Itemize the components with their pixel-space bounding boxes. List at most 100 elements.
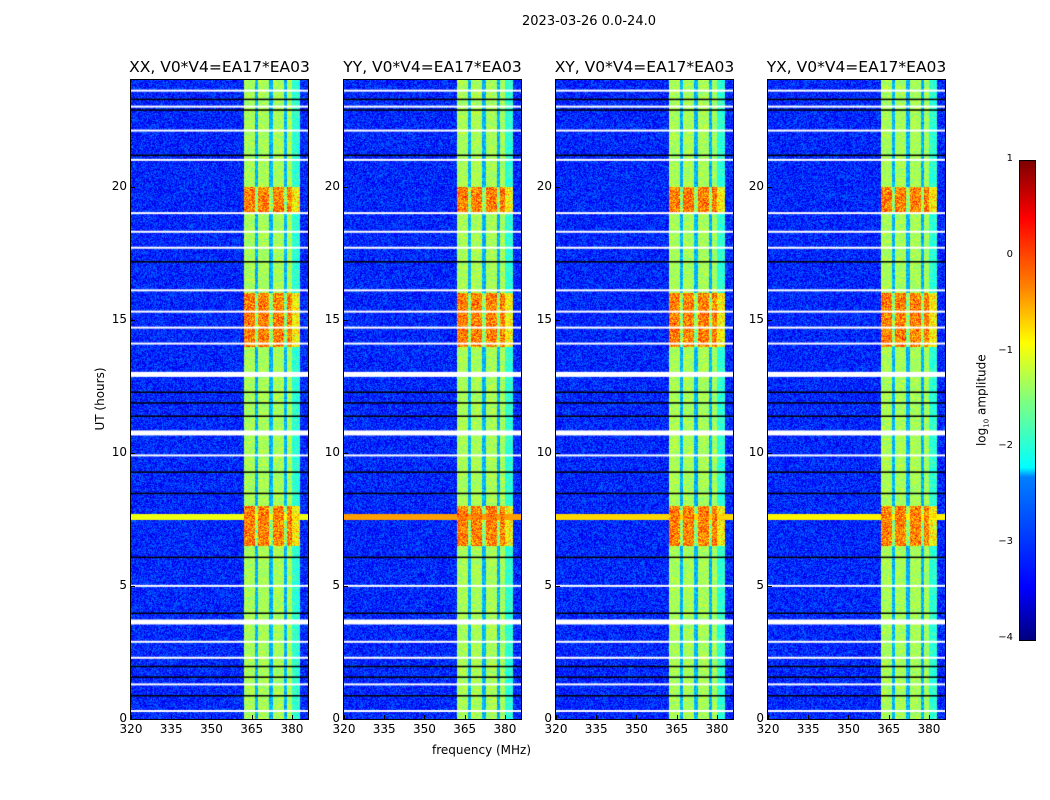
y-tick-mark — [556, 452, 560, 454]
colorbar — [1019, 160, 1036, 641]
y-tick-mark — [768, 319, 772, 321]
x-tick-mark — [676, 715, 678, 719]
x-tick-mark — [171, 715, 173, 719]
panel-title-0: XX, V0*V4=EA17*EA03 — [129, 58, 310, 76]
y-tick-label: 15 — [324, 311, 340, 326]
colorbar-tick-label: −2 — [998, 440, 1013, 452]
y-tick-label: 15 — [111, 311, 127, 326]
panel-title-2: XY, V0*V4=EA17*EA03 — [554, 58, 735, 76]
x-tick-label: 320 — [756, 722, 780, 736]
y-tick-mark — [131, 319, 135, 321]
heatmap-panel-3 — [767, 79, 946, 720]
y-tick-label: 0 — [332, 711, 340, 725]
x-tick-mark — [504, 715, 506, 719]
y-tick-label: 10 — [536, 444, 552, 459]
heatmap-canvas-1 — [344, 80, 521, 719]
x-tick-label: 335 — [584, 722, 608, 736]
x-tick-label: 365 — [240, 722, 264, 736]
x-tick-label: 380 — [280, 722, 304, 736]
x-tick-mark — [211, 715, 213, 719]
x-tick-mark — [848, 715, 850, 719]
x-tick-label: 350 — [413, 722, 436, 736]
y-tick-mark — [768, 719, 772, 720]
x-tick-mark — [556, 715, 557, 719]
x-tick-label: 380 — [705, 722, 729, 736]
colorbar-tick-label: −3 — [998, 536, 1013, 548]
x-tick-mark — [888, 715, 890, 719]
y-tick-label: 10 — [748, 444, 764, 459]
y-tick-label: 5 — [756, 577, 764, 592]
y-tick-mark — [768, 452, 772, 454]
y-axis-label: UT (hours) — [93, 367, 107, 431]
x-tick-label: 350 — [200, 722, 223, 736]
y-tick-mark — [556, 186, 560, 188]
y-tick-label: 20 — [748, 178, 764, 193]
y-tick-mark — [131, 186, 135, 188]
y-tick-mark — [556, 319, 560, 321]
y-tick-mark — [344, 319, 348, 321]
y-tick-mark — [768, 186, 772, 188]
x-tick-mark — [464, 715, 466, 719]
x-tick-label: 380 — [493, 722, 517, 736]
y-tick-label: 5 — [119, 577, 127, 592]
y-tick-mark — [344, 719, 348, 720]
y-tick-label: 0 — [119, 711, 127, 725]
x-tick-label: 320 — [544, 722, 568, 736]
heatmap-canvas-3 — [768, 80, 945, 719]
heatmap-canvas-0 — [131, 80, 308, 719]
x-tick-label: 380 — [917, 722, 941, 736]
colorbar-tick-label: −1 — [998, 344, 1013, 356]
panel-title-1: YY, V0*V4=EA17*EA03 — [343, 58, 522, 76]
y-tick-label: 20 — [111, 178, 127, 193]
y-tick-label: 5 — [332, 577, 340, 592]
y-tick-label: 20 — [536, 178, 552, 193]
figure-title: 2023-03-26 0.0-24.0 — [522, 14, 656, 29]
colorbar-label: log10 amplitude — [974, 354, 991, 447]
x-tick-mark — [928, 715, 930, 719]
x-axis-label: frequency (MHz) — [432, 743, 532, 757]
y-tick-label: 15 — [536, 311, 552, 326]
heatmap-panel-2 — [555, 79, 734, 720]
x-tick-mark — [344, 715, 345, 719]
x-tick-label: 335 — [796, 722, 820, 736]
x-tick-mark — [251, 715, 253, 719]
x-tick-mark — [131, 715, 132, 719]
y-tick-mark — [131, 719, 135, 720]
heatmap-panel-0 — [130, 79, 309, 720]
x-tick-label: 365 — [877, 722, 901, 736]
x-tick-mark — [636, 715, 638, 719]
x-tick-mark — [768, 715, 769, 719]
x-tick-label: 350 — [625, 722, 648, 736]
x-tick-mark — [424, 715, 426, 719]
y-tick-label: 15 — [748, 311, 764, 326]
heatmap-canvas-2 — [556, 80, 733, 719]
y-tick-label: 20 — [324, 178, 340, 193]
colorbar-tick-label: 1 — [1006, 153, 1013, 164]
x-tick-mark — [716, 715, 718, 719]
x-tick-mark — [384, 715, 386, 719]
y-tick-mark — [768, 585, 772, 587]
y-tick-mark — [556, 719, 560, 720]
colorbar-tick-label: −4 — [998, 632, 1013, 643]
y-tick-label: 0 — [544, 711, 552, 725]
x-tick-label: 335 — [159, 722, 183, 736]
y-tick-mark — [556, 585, 560, 587]
x-tick-mark — [808, 715, 810, 719]
x-tick-label: 320 — [332, 722, 356, 736]
y-tick-label: 0 — [756, 711, 764, 725]
y-tick-mark — [344, 585, 348, 587]
y-tick-mark — [131, 585, 135, 587]
x-tick-label: 335 — [372, 722, 396, 736]
y-tick-mark — [131, 452, 135, 454]
y-tick-mark — [344, 452, 348, 454]
x-tick-label: 365 — [665, 722, 689, 736]
y-tick-mark — [344, 186, 348, 188]
y-tick-label: 10 — [111, 444, 127, 459]
y-tick-label: 5 — [544, 577, 552, 592]
x-tick-mark — [596, 715, 598, 719]
colorbar-tick-label: 0 — [1006, 248, 1013, 260]
panel-title-3: YX, V0*V4=EA17*EA03 — [766, 58, 947, 76]
heatmap-panel-1 — [343, 79, 522, 720]
x-tick-label: 350 — [837, 722, 860, 736]
